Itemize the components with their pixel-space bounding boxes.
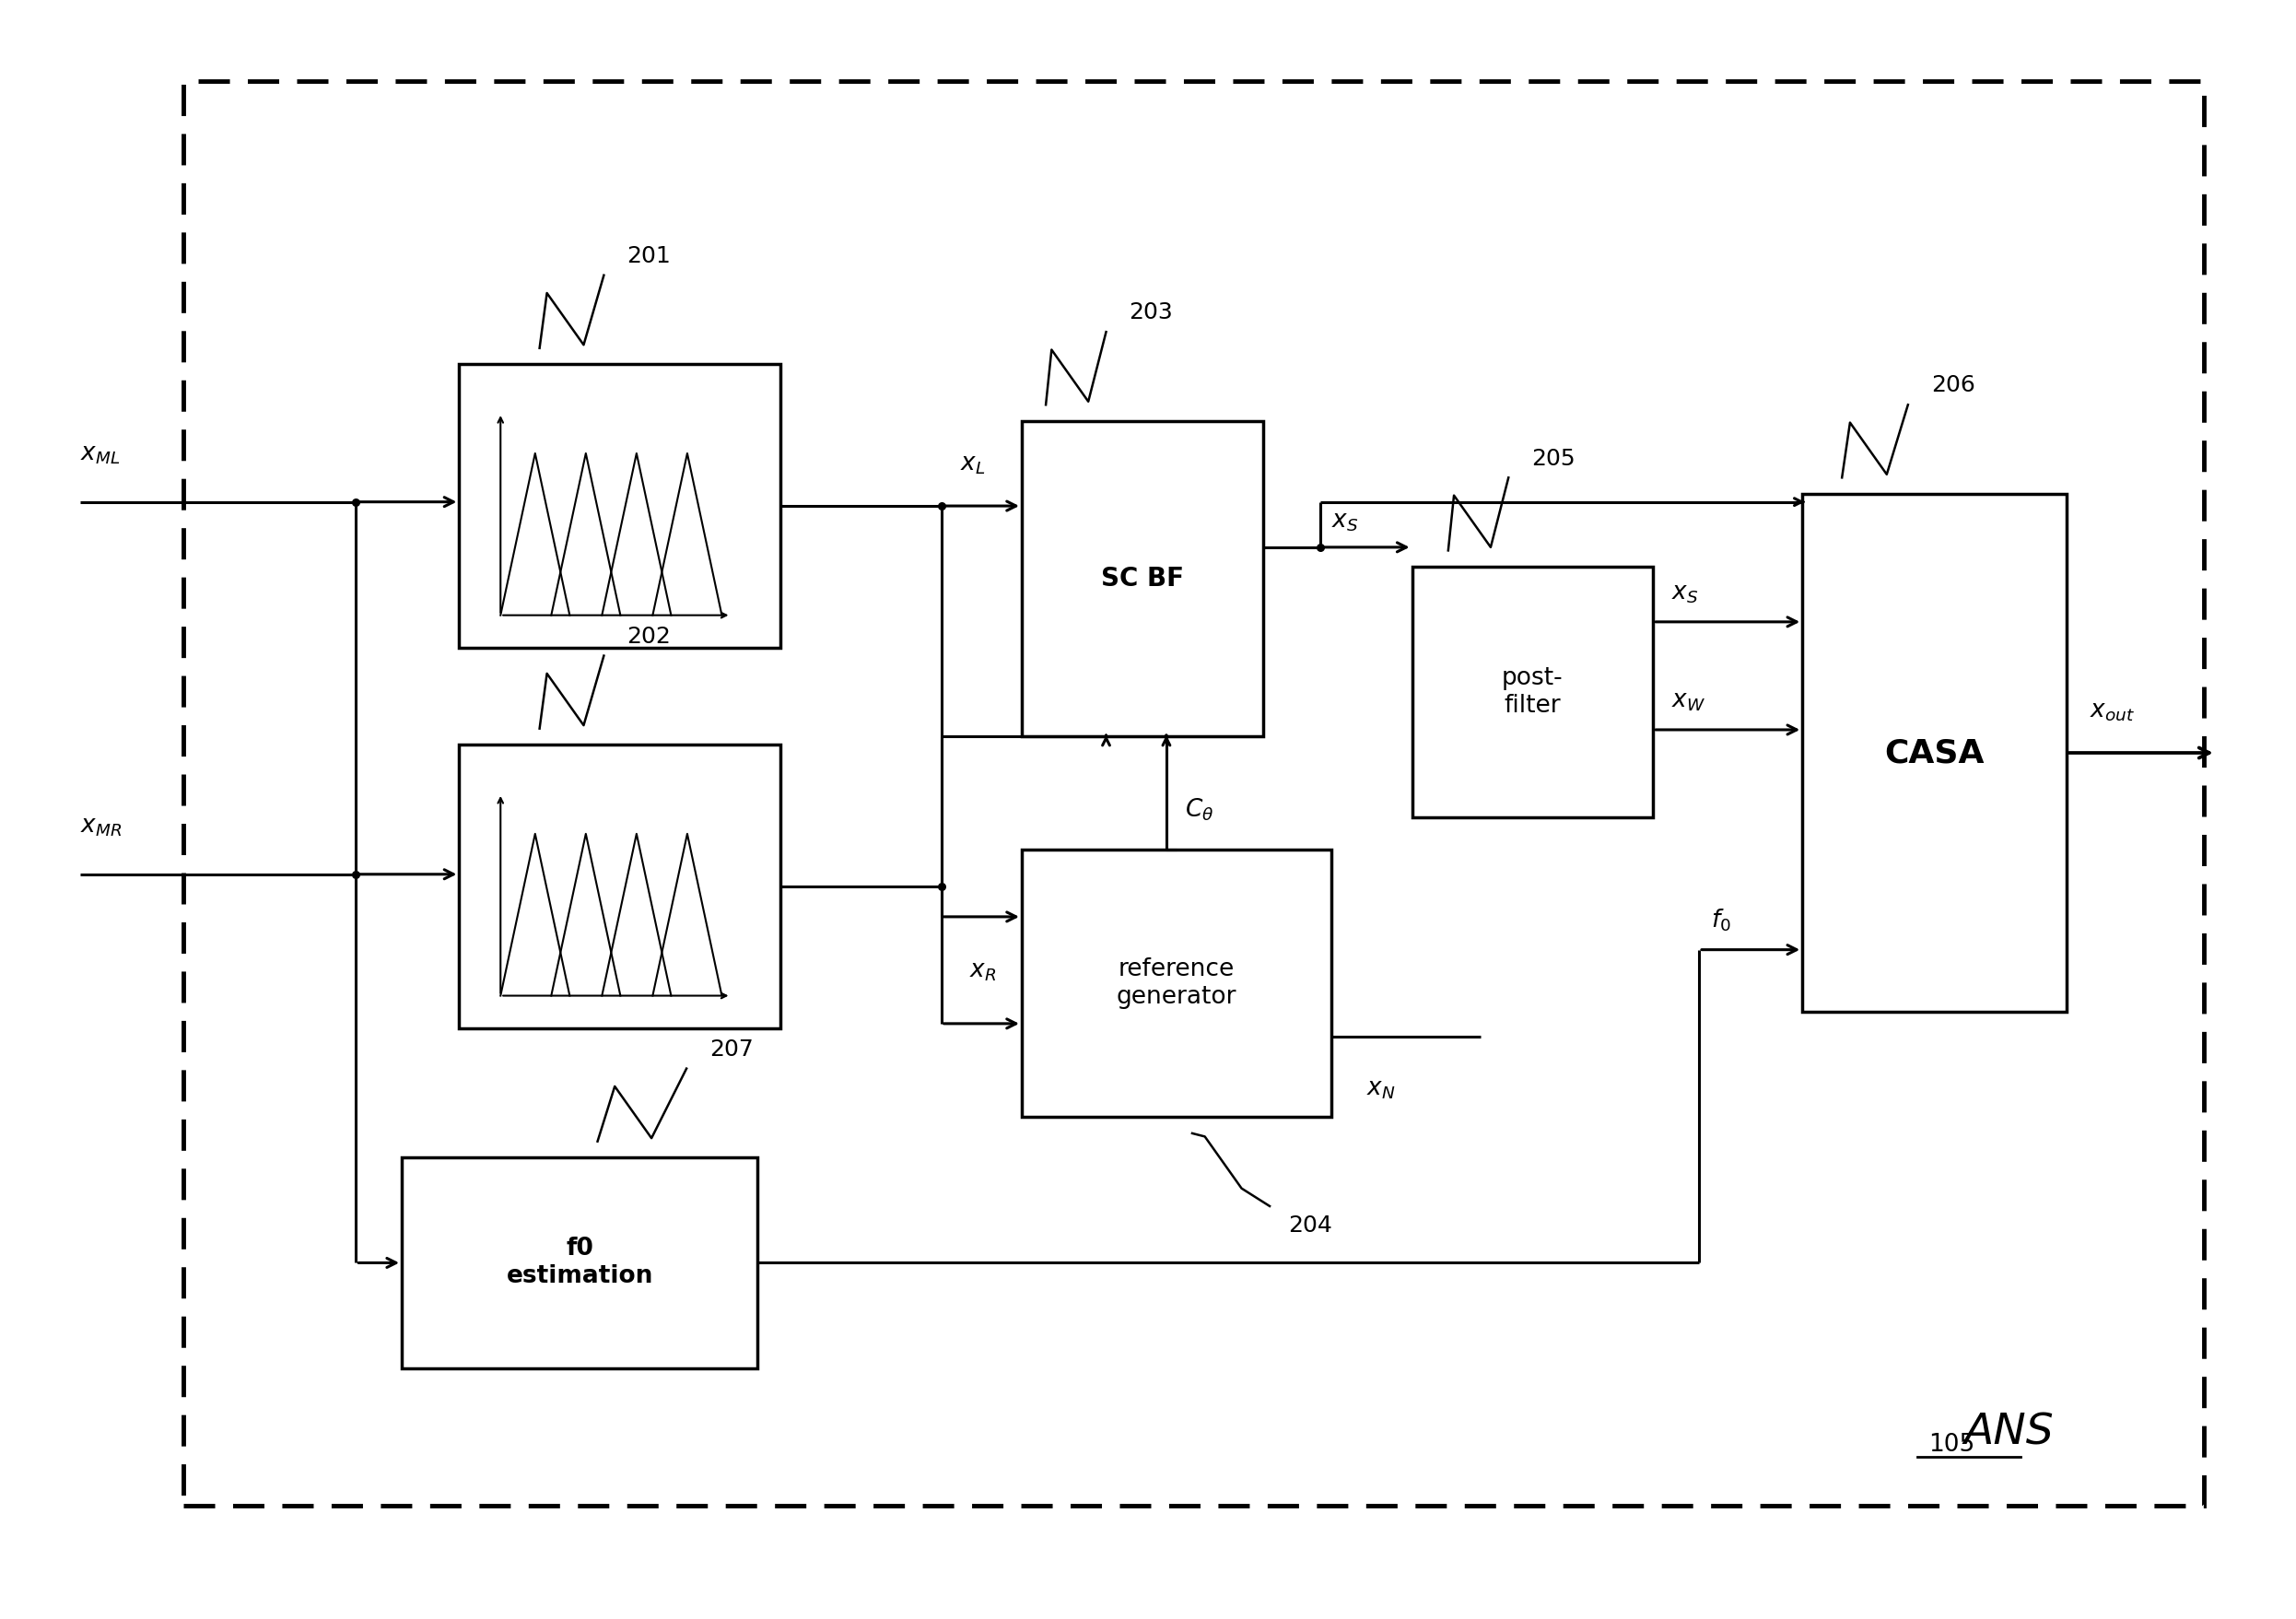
- Text: 207: 207: [709, 1038, 753, 1060]
- FancyBboxPatch shape: [1022, 421, 1263, 737]
- Text: $C_\theta$: $C_\theta$: [1185, 797, 1215, 822]
- Text: $x_{MR}$: $x_{MR}$: [80, 814, 122, 839]
- Text: reference
generator: reference generator: [1116, 958, 1238, 1009]
- Text: SC BF: SC BF: [1100, 567, 1185, 591]
- FancyBboxPatch shape: [402, 1158, 758, 1368]
- Text: $x_{out}$: $x_{out}$: [2089, 699, 2135, 724]
- Text: $x_L$: $x_L$: [960, 453, 985, 476]
- Text: $f_0$: $f_0$: [1711, 907, 1731, 934]
- Text: 203: 203: [1130, 301, 1173, 324]
- FancyBboxPatch shape: [1412, 567, 1653, 818]
- FancyBboxPatch shape: [1022, 850, 1332, 1117]
- Text: f0
estimation: f0 estimation: [507, 1237, 652, 1289]
- Text: post-
filter: post- filter: [1502, 667, 1564, 717]
- Text: $x_S$: $x_S$: [1671, 581, 1699, 606]
- Text: $x_S$: $x_S$: [1332, 510, 1359, 534]
- Text: $x_N$: $x_N$: [1366, 1078, 1396, 1101]
- Text: $x_{ML}$: $x_{ML}$: [80, 442, 119, 466]
- Text: 204: 204: [1288, 1214, 1332, 1237]
- Text: $x_R$: $x_R$: [969, 958, 996, 983]
- Text: 202: 202: [627, 625, 670, 648]
- FancyBboxPatch shape: [184, 81, 2204, 1506]
- Text: 206: 206: [1931, 374, 1975, 397]
- FancyBboxPatch shape: [459, 745, 781, 1028]
- Text: ANS: ANS: [1963, 1412, 2055, 1454]
- Text: 105: 105: [1929, 1433, 1975, 1457]
- Text: 205: 205: [1531, 447, 1575, 470]
- FancyBboxPatch shape: [459, 364, 781, 648]
- Text: CASA: CASA: [1885, 737, 1984, 769]
- FancyBboxPatch shape: [1802, 494, 2066, 1012]
- Text: $x_W$: $x_W$: [1671, 690, 1706, 714]
- Text: 201: 201: [627, 244, 670, 267]
